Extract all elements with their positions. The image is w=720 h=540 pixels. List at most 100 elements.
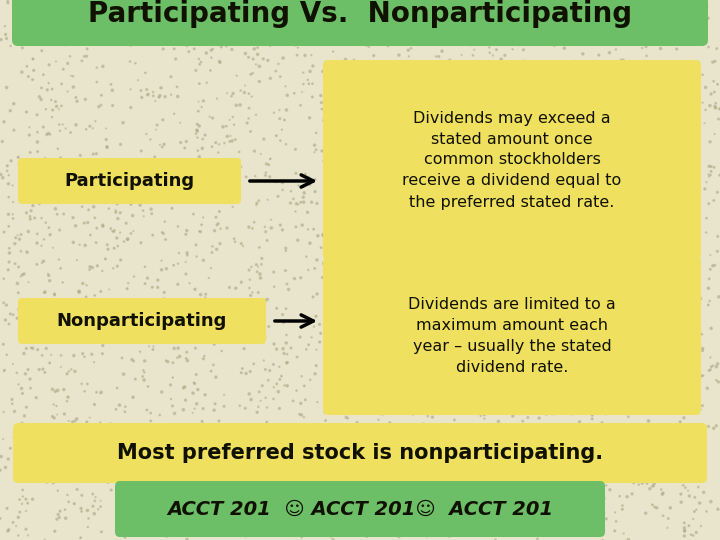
Point — [327, 203, 338, 212]
Point — [186, 40, 198, 49]
Point — [46, 113, 58, 122]
Point — [428, 409, 439, 418]
Point — [671, 311, 683, 320]
Point — [528, 403, 539, 412]
Point — [206, 143, 217, 151]
Point — [475, 141, 487, 150]
Point — [462, 274, 474, 282]
Point — [111, 431, 122, 440]
Point — [235, 86, 246, 95]
Point — [117, 187, 128, 195]
Point — [642, 224, 654, 233]
Point — [222, 310, 234, 319]
Point — [139, 279, 150, 288]
Point — [444, 461, 455, 470]
Point — [693, 483, 704, 491]
Point — [467, 448, 479, 456]
Point — [153, 508, 165, 517]
Point — [453, 63, 464, 71]
Point — [431, 4, 443, 13]
Point — [549, 42, 560, 50]
Point — [593, 352, 604, 361]
Point — [660, 368, 672, 377]
Point — [170, 55, 181, 63]
Point — [284, 514, 295, 523]
Point — [91, 78, 102, 86]
Point — [321, 512, 333, 521]
Point — [37, 351, 48, 360]
Point — [526, 515, 537, 523]
Point — [462, 352, 474, 360]
Point — [686, 390, 698, 399]
Point — [36, 195, 48, 204]
Point — [132, 494, 143, 503]
Point — [658, 12, 670, 21]
Point — [524, 342, 536, 351]
Point — [459, 76, 470, 85]
Point — [504, 299, 516, 308]
Point — [3, 320, 14, 328]
Point — [307, 79, 318, 88]
Point — [322, 386, 333, 395]
Point — [294, 101, 306, 110]
Point — [678, 532, 690, 540]
Point — [396, 171, 408, 180]
Point — [296, 33, 307, 42]
Point — [300, 170, 311, 178]
Point — [334, 439, 346, 448]
Point — [428, 525, 439, 534]
Point — [514, 230, 526, 238]
Point — [320, 416, 331, 425]
Point — [90, 493, 102, 502]
Point — [90, 117, 102, 125]
Point — [259, 222, 271, 231]
Point — [4, 244, 15, 253]
Point — [390, 201, 402, 210]
Point — [666, 90, 678, 99]
Point — [78, 52, 90, 60]
Point — [0, 35, 6, 44]
Point — [214, 302, 225, 311]
Point — [374, 527, 385, 536]
Point — [219, 139, 230, 147]
Point — [410, 80, 422, 89]
Point — [472, 10, 484, 18]
Point — [688, 531, 699, 540]
Point — [541, 488, 552, 497]
Point — [26, 1, 37, 10]
Point — [222, 308, 233, 317]
Point — [385, 102, 397, 110]
Point — [111, 6, 122, 15]
Point — [683, 521, 695, 530]
Point — [544, 173, 556, 182]
Point — [648, 480, 660, 488]
Point — [416, 329, 428, 338]
Point — [156, 161, 167, 170]
Point — [190, 241, 202, 249]
Point — [709, 102, 720, 111]
Point — [490, 474, 501, 483]
Point — [323, 490, 334, 498]
Point — [495, 2, 507, 11]
Point — [652, 246, 663, 255]
Point — [448, 391, 459, 400]
Point — [150, 496, 161, 504]
Point — [584, 225, 595, 233]
Point — [68, 316, 79, 325]
Point — [642, 421, 654, 430]
Point — [0, 463, 12, 472]
Point — [290, 169, 302, 178]
Point — [376, 449, 387, 458]
Point — [478, 30, 490, 39]
Point — [240, 476, 251, 485]
Point — [601, 238, 613, 247]
Point — [240, 468, 252, 476]
Point — [78, 25, 89, 34]
Point — [545, 508, 557, 517]
Point — [708, 424, 719, 433]
Point — [619, 105, 631, 113]
Point — [110, 208, 122, 217]
Point — [401, 480, 413, 489]
Point — [366, 524, 378, 532]
Point — [205, 46, 217, 55]
